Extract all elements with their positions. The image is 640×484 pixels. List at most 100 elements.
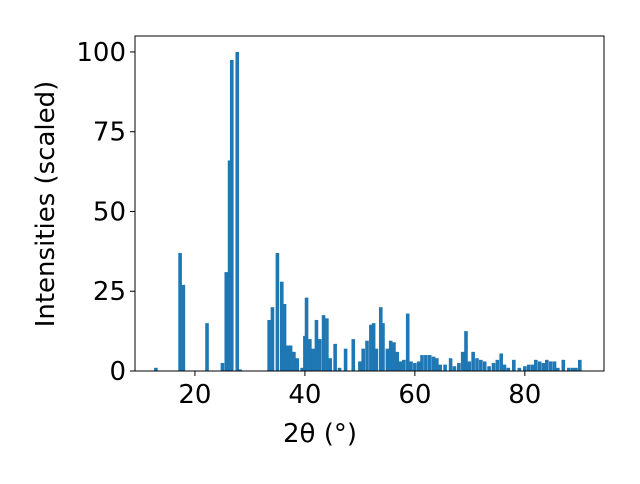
y-tick-label: 0 [109, 357, 126, 387]
y-tick-label: 75 [93, 118, 126, 148]
bar [325, 318, 329, 371]
bar [424, 355, 428, 371]
bar [491, 363, 496, 371]
bar [574, 367, 578, 371]
bar [523, 366, 527, 371]
bar [502, 364, 507, 371]
bar [280, 281, 284, 371]
bar [321, 315, 326, 371]
x-tick-label: 20 [178, 380, 211, 410]
y-tick-label: 50 [93, 197, 126, 227]
bar [420, 355, 424, 371]
x-axis-label: 2θ (°) [283, 419, 357, 449]
bar [526, 364, 531, 371]
bar [388, 340, 393, 371]
bar [561, 359, 566, 371]
bar [392, 342, 396, 371]
bar [178, 252, 182, 371]
bar [499, 353, 503, 371]
bar [545, 359, 549, 371]
bar [413, 363, 417, 371]
bar [398, 361, 403, 371]
x-tick-label: 60 [398, 380, 431, 410]
bar [495, 359, 500, 371]
bar [238, 369, 242, 371]
bar [464, 331, 468, 371]
bar [275, 252, 280, 371]
bar [578, 359, 582, 371]
bar [457, 363, 461, 371]
bar [435, 358, 439, 371]
bar [548, 361, 553, 371]
bar [285, 345, 290, 371]
x-tick-label: 80 [508, 380, 541, 410]
bar [343, 348, 348, 371]
bar [570, 367, 575, 371]
bar [530, 364, 535, 371]
bar [405, 313, 410, 371]
bar [567, 367, 571, 371]
bar [443, 364, 447, 371]
bar [311, 348, 315, 371]
bar [431, 356, 436, 371]
bar [541, 363, 546, 371]
bar [205, 323, 209, 371]
bar [479, 359, 483, 371]
bar [374, 348, 379, 371]
bar [381, 323, 385, 371]
bar [229, 59, 234, 372]
bar [402, 359, 406, 371]
bar [552, 361, 557, 371]
bar [395, 351, 400, 371]
bar [308, 339, 312, 371]
bar [416, 361, 421, 371]
bar [517, 367, 522, 371]
bar [288, 345, 293, 371]
bar [487, 366, 491, 371]
y-tick-label: 25 [93, 277, 126, 307]
bar [369, 324, 373, 371]
bar [224, 272, 229, 371]
bar [292, 351, 296, 371]
bar [333, 343, 337, 371]
bar [534, 359, 538, 371]
bar [282, 304, 287, 371]
bar [471, 351, 475, 371]
bar [537, 361, 542, 371]
bar [482, 361, 487, 371]
bar [314, 319, 319, 371]
bar [154, 367, 158, 371]
bar [267, 319, 271, 371]
bar [438, 364, 442, 371]
bar [512, 359, 516, 371]
bar [427, 355, 432, 371]
bar [467, 361, 472, 371]
bar [270, 307, 275, 371]
bar [300, 367, 304, 371]
bar [452, 366, 457, 371]
bar [295, 358, 299, 371]
y-tick-label: 100 [76, 38, 126, 68]
bar [317, 339, 322, 371]
bar [304, 297, 309, 371]
x-tick-label: 40 [288, 380, 321, 410]
bar [220, 363, 225, 371]
bar [227, 160, 232, 371]
bar [337, 367, 342, 371]
bar [371, 323, 376, 371]
bar [385, 348, 390, 371]
bar [506, 367, 511, 371]
bar [365, 340, 369, 371]
bar [460, 351, 465, 371]
bar [475, 358, 479, 371]
plot-frame [134, 35, 605, 372]
bar [378, 307, 383, 371]
bar [351, 339, 356, 371]
bar [361, 348, 365, 371]
bar [358, 361, 362, 371]
bar [556, 367, 560, 371]
bar [181, 284, 186, 371]
y-axis-label: Intensities (scaled) [31, 81, 61, 328]
bar [409, 361, 413, 371]
